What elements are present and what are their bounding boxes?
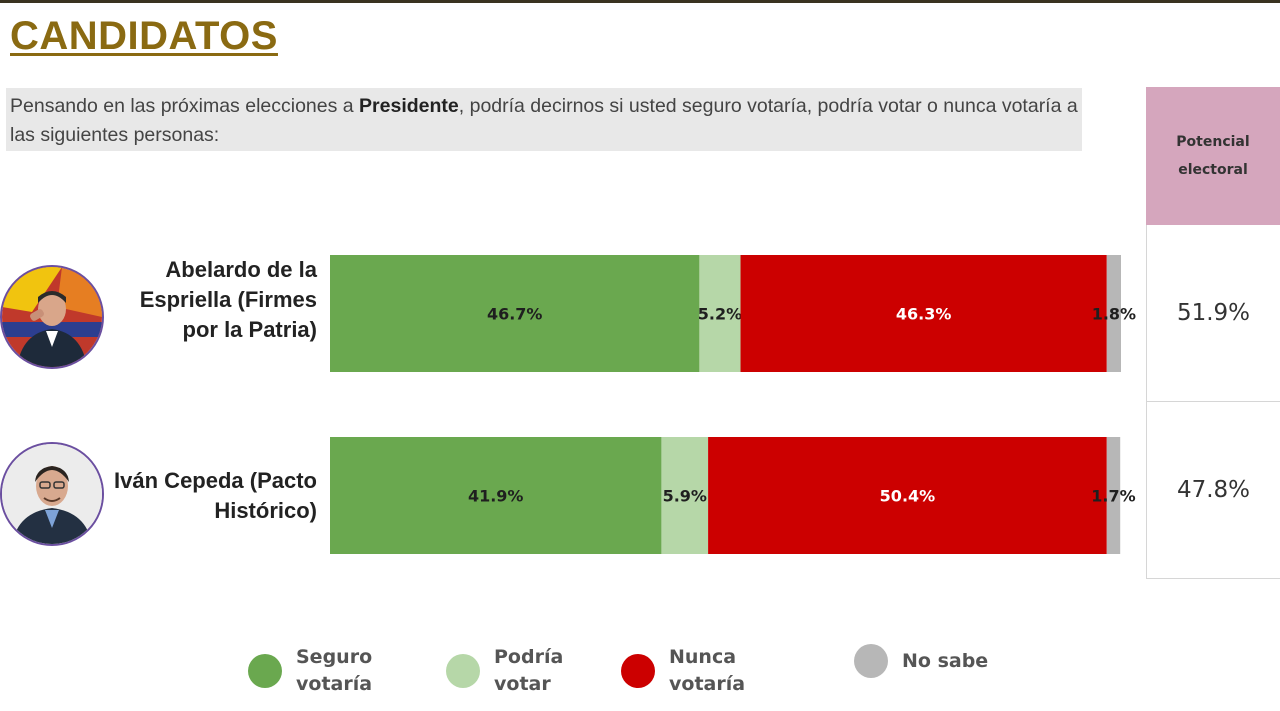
bar-podria-1 (661, 437, 709, 554)
legend-label-nunca: Nunca votaría (669, 646, 746, 695)
question-text: Pensando en las próximas elecciones a Pr… (6, 88, 1082, 151)
candidate-photo-0 (0, 265, 104, 369)
candidate-name-0: Abelardo de la Espriella (Firmes por la … (139, 257, 317, 342)
bar-podria-0 (699, 255, 741, 372)
bar-label-nunca-1: 50.4% (880, 487, 936, 506)
legend-podria: Podría votar (446, 644, 604, 698)
candidate-name-1: Iván Cepeda (Pacto Histórico) (114, 468, 317, 523)
bar-nosabe-1 (1106, 437, 1121, 554)
bar-label-nunca-0: 46.3% (896, 305, 952, 324)
legend-dot-nosabe (854, 644, 888, 678)
potential-header-label: Potencial electoral (1176, 134, 1250, 178)
bar-seguro-1 (330, 437, 662, 554)
bar-label-seguro-1: 41.9% (468, 487, 524, 506)
bar-label-nosabe-0: 1.8% (1092, 305, 1136, 324)
bar-label-nosabe-1: 1.7% (1091, 487, 1135, 506)
potential-value-1: 47.8% (1146, 402, 1280, 579)
bar-nunca-1 (708, 437, 1107, 554)
top-rule (0, 0, 1280, 3)
potential-header: Potencial electoral (1146, 87, 1280, 225)
potential-value-0: 51.9% (1146, 225, 1280, 402)
bar-nunca-0 (740, 255, 1107, 372)
bar-seguro-0 (330, 255, 700, 372)
legend-label-podria: Podría votar (494, 646, 564, 695)
page-title: CANDIDATOS (10, 14, 278, 58)
question-part1: Pensando en las próximas elecciones a (10, 95, 360, 117)
legend-label-seguro: Seguro votaría (296, 646, 373, 695)
bar-label-podria-0: 5.2% (698, 305, 742, 324)
bar-label-podria-1: 5.9% (663, 487, 707, 506)
legend-dot-seguro (248, 654, 282, 688)
legend-dot-podria (446, 654, 480, 688)
legend-seguro: Seguro votaría (248, 644, 406, 698)
candidate-photo-1 (0, 442, 104, 546)
legend-label-nosabe: No sabe (902, 649, 989, 672)
legend-nosabe: No sabe (854, 644, 1012, 678)
legend-dot-nunca (621, 654, 655, 688)
question-bold: Presidente (359, 95, 459, 117)
question-part2: , podría decirnos si usted seguro votarí… (10, 95, 1078, 146)
legend-nunca: Nunca votaría (621, 644, 779, 698)
bar-nosabe-0 (1106, 255, 1121, 372)
bar-label-seguro-0: 46.7% (487, 305, 543, 324)
